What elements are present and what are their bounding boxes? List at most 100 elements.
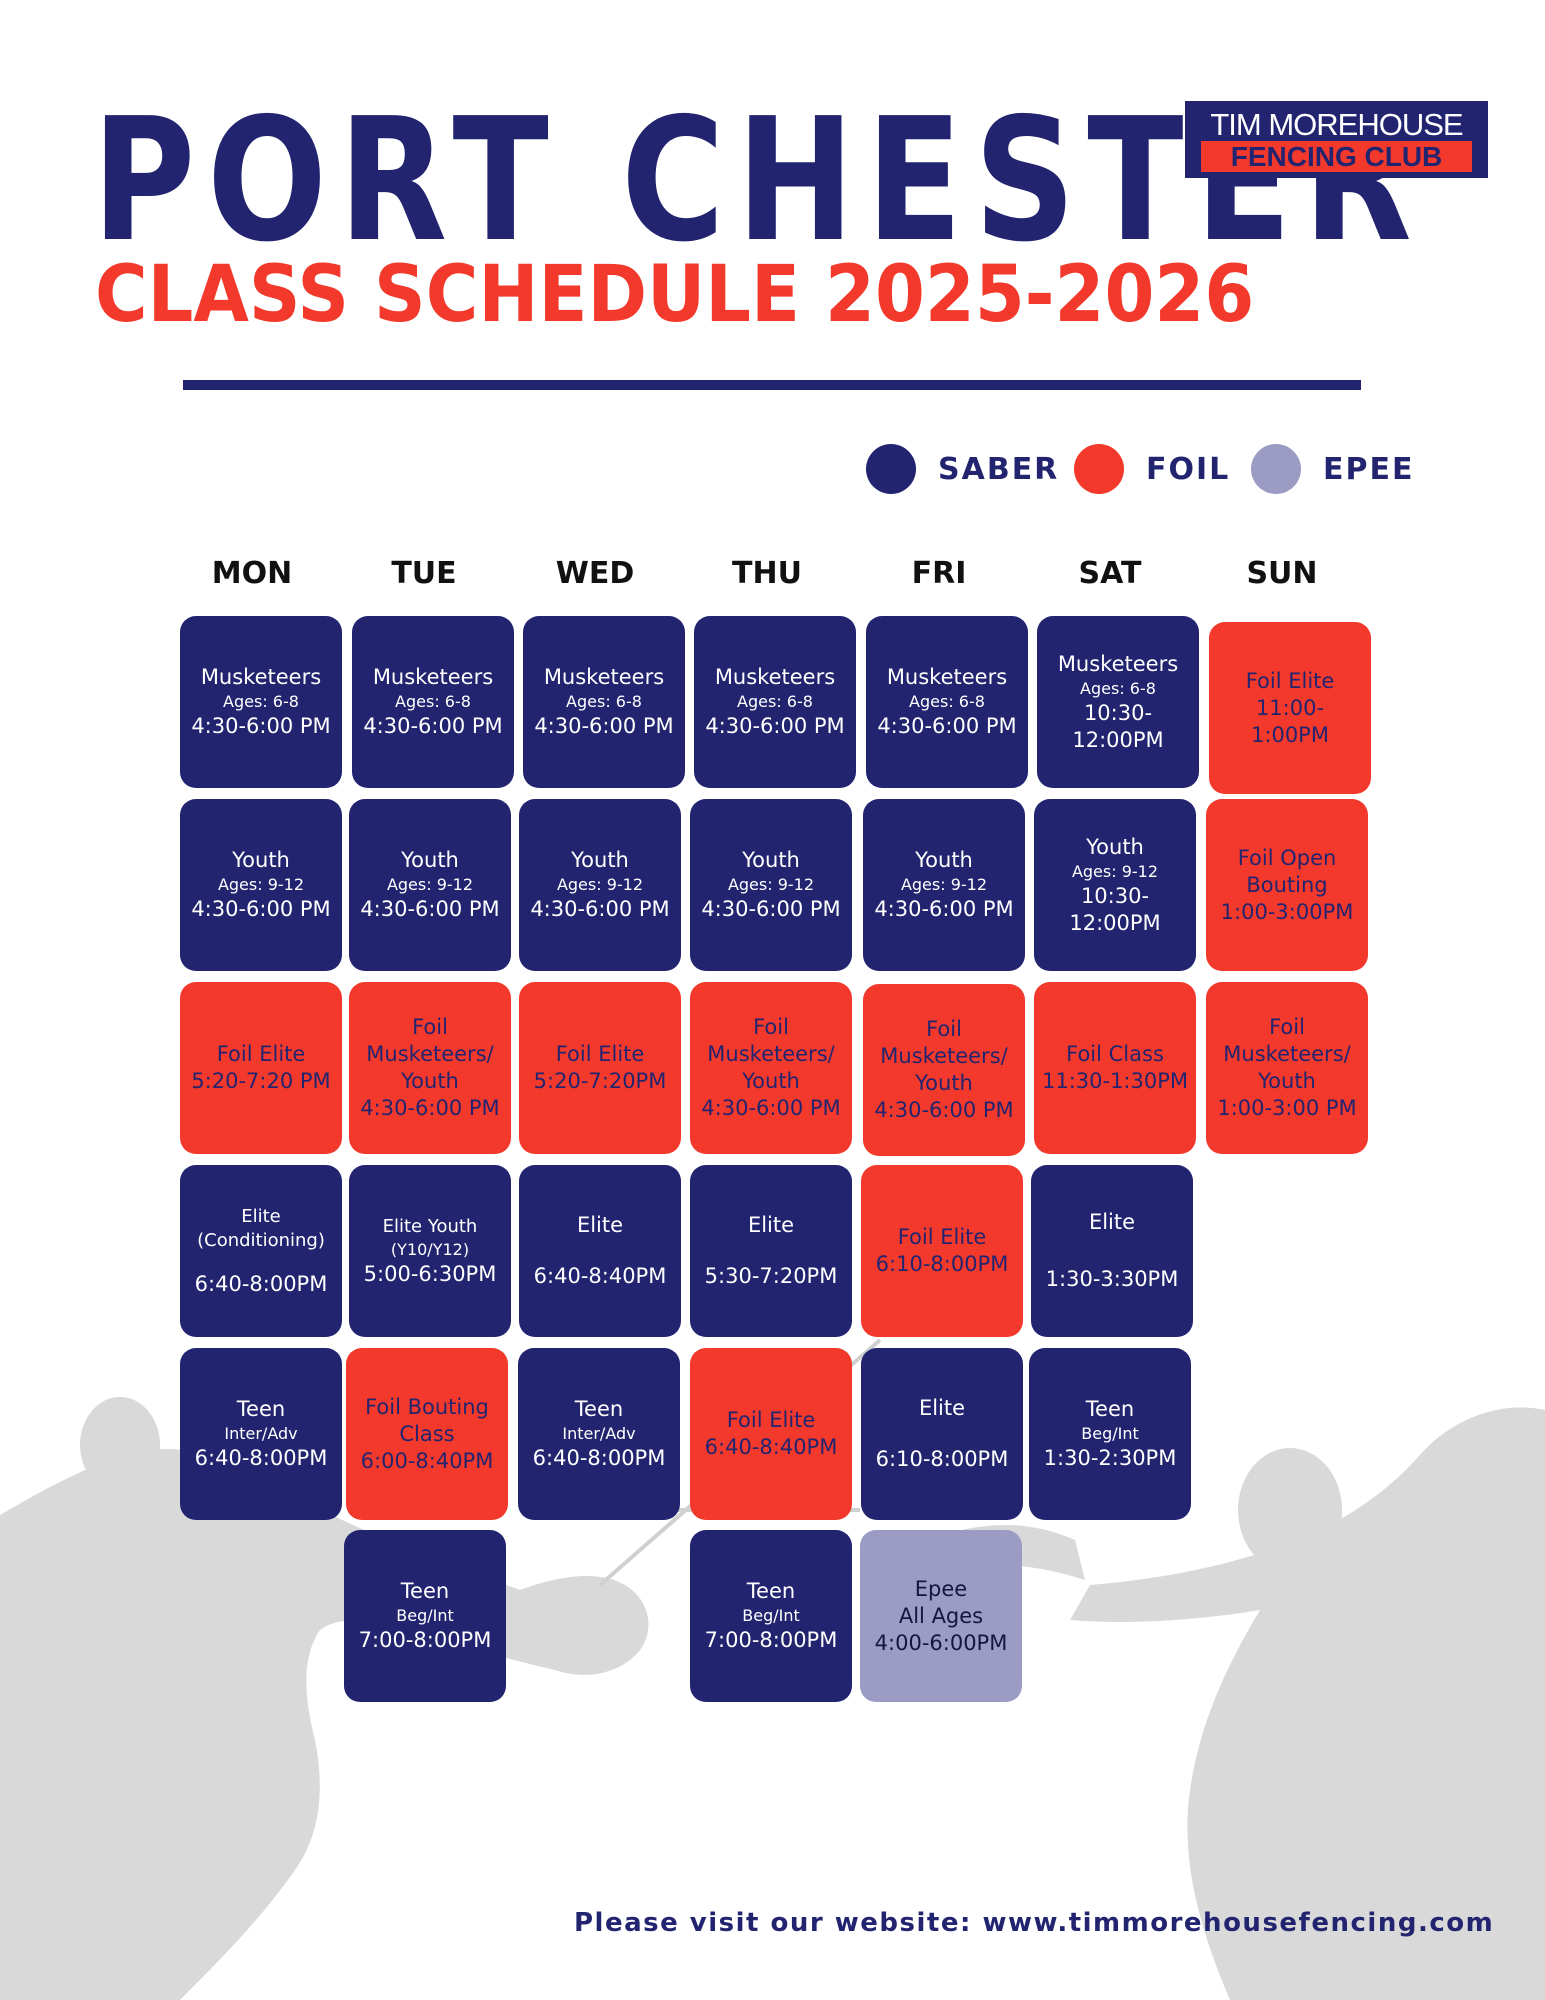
class-card-sat-3: Foil Class 11:30-1:30PM (1034, 982, 1196, 1154)
class-subtitle: Beg/Int (396, 1606, 454, 1625)
class-card-mon-2: Youth Ages: 9-12 4:30-6:00 PM (180, 799, 342, 971)
class-time: 6:40-8:00PM (194, 1271, 328, 1296)
class-time: 4:30-6:00 PM (363, 714, 503, 738)
class-title: Teen (236, 1397, 286, 1421)
class-card-thu-1: Musketeers Ages: 6-8 4:30-6:00 PM (694, 616, 856, 788)
class-time-line-2: 12:00PM (1072, 727, 1164, 752)
class-title: Youth (915, 848, 973, 872)
class-subtitle: Ages: 6-8 (223, 692, 299, 711)
class-time: 5:00-6:30PM (363, 1261, 497, 1286)
saber-swatch (866, 444, 916, 494)
class-card-mon-1: Musketeers Ages: 6-8 4:30-6:00 PM (180, 616, 342, 788)
class-title: Musketeers (372, 665, 494, 689)
class-card-mon-4: Elite (Conditioning) 6:40-8:00PM (180, 1165, 342, 1337)
class-title: Foil (412, 1015, 448, 1039)
class-time: 6:40-8:00PM (532, 1446, 666, 1470)
class-card-fri-4: Foil Elite 6:10-8:00PM (861, 1165, 1023, 1337)
website-footer: Please visit our website: www.timmorehou… (574, 1908, 1495, 1938)
class-card-thu-3: Foil Musketeers/ Youth 4:30-6:00 PM (690, 982, 852, 1154)
club-logo: TIM MOREHOUSE FENCING CLUB (1185, 101, 1488, 178)
class-title: Foil Elite (555, 1042, 645, 1066)
day-header-mon: MON (211, 556, 293, 591)
class-title-line-3: Youth (401, 1069, 459, 1093)
class-title: Elite (1088, 1210, 1136, 1234)
day-header-fri: FRI (911, 556, 967, 591)
class-card-thu-5: Foil Elite 6:40-8:40PM (690, 1348, 852, 1520)
class-title: Foil Elite (216, 1042, 306, 1066)
class-title: Youth (232, 848, 290, 872)
class-subtitle: Inter/Adv (224, 1424, 298, 1443)
class-time: 4:30-6:00 PM (701, 1096, 841, 1120)
class-title-line-2: Class (399, 1421, 455, 1446)
class-time-line-2: 1:00PM (1251, 722, 1329, 747)
class-title: Youth (742, 848, 800, 872)
class-time: 5:20-7:20PM (533, 1069, 667, 1093)
class-title: Teen (746, 1579, 796, 1603)
class-card-mon-3: Foil Elite 5:20-7:20 PM (180, 982, 342, 1154)
foil-swatch (1074, 444, 1124, 494)
class-title: Teen (574, 1397, 624, 1421)
class-card-sat-1: Musketeers Ages: 6-8 10:30- 12:00PM (1037, 616, 1199, 788)
class-card-tue-2: Youth Ages: 9-12 4:30-6:00 PM (349, 799, 511, 971)
class-title-line-3: Youth (915, 1071, 973, 1095)
class-title: Elite Youth (382, 1215, 478, 1237)
class-card-sat-5: Teen Beg/Int 1:30-2:30PM (1029, 1348, 1191, 1520)
class-title-line-3: Youth (1258, 1069, 1316, 1093)
class-time: 6:00-8:40PM (360, 1448, 494, 1473)
class-card-tue-5: Foil Bouting Class 6:00-8:40PM (346, 1348, 508, 1520)
class-title: Elite (747, 1213, 795, 1237)
class-time: 1:30-2:30PM (1043, 1446, 1177, 1470)
day-header-sun: SUN (1246, 556, 1318, 591)
class-card-tue-3: Foil Musketeers/ Youth 4:30-6:00 PM (349, 982, 511, 1154)
class-card-fri-6: Epee All Ages 4:00-6:00PM (860, 1530, 1022, 1702)
class-subtitle: Inter/Adv (562, 1424, 636, 1443)
class-title: Foil Open (1237, 845, 1337, 870)
class-time: 4:30-6:00 PM (191, 714, 331, 738)
class-title: Youth (571, 848, 629, 872)
class-title-line-2: All Ages (898, 1603, 984, 1628)
class-title: Foil Elite (1245, 668, 1335, 693)
day-header-tue: TUE (391, 556, 457, 591)
class-card-wed-2: Youth Ages: 9-12 4:30-6:00 PM (519, 799, 681, 971)
class-time: 4:30-6:00 PM (360, 1096, 500, 1120)
class-time: 4:30-6:00 PM (874, 897, 1014, 921)
legend-label: EPEE (1323, 451, 1415, 487)
class-time: 5:30-7:20PM (704, 1264, 838, 1288)
class-card-thu-4: Elite 5:30-7:20PM (690, 1165, 852, 1337)
class-time: 1:00-3:00 PM (1217, 1096, 1357, 1120)
class-card-fri-3: Foil Musketeers/ Youth 4:30-6:00 PM (863, 984, 1025, 1156)
class-card-wed-5: Teen Inter/Adv 6:40-8:00PM (518, 1348, 680, 1520)
class-title: Foil Bouting (365, 1394, 489, 1419)
class-subtitle: Ages: 6-8 (737, 692, 813, 711)
class-subtitle: Ages: 9-12 (217, 875, 305, 894)
class-title-line-3: Youth (742, 1069, 800, 1093)
class-subtitle: Ages: 6-8 (1080, 678, 1156, 698)
class-card-tue-4: Elite Youth (Y10/Y12) 5:00-6:30PM (349, 1165, 511, 1337)
class-title: Youth (1086, 834, 1144, 859)
day-header-thu: THU (732, 556, 802, 591)
class-title: Foil (926, 1017, 962, 1041)
class-time: 11:00- (1255, 695, 1325, 720)
class-title: Elite (576, 1213, 624, 1237)
class-card-wed-1: Musketeers Ages: 6-8 4:30-6:00 PM (523, 616, 685, 788)
legend-epee: EPEE (1251, 444, 1414, 494)
class-title: Foil (753, 1015, 789, 1039)
class-title: Teen (1085, 1397, 1135, 1421)
class-card-thu-2: Youth Ages: 9-12 4:30-6:00 PM (690, 799, 852, 971)
class-time: 4:30-6:00 PM (877, 714, 1017, 738)
class-card-wed-3: Foil Elite 5:20-7:20PM (519, 982, 681, 1154)
class-title: Foil (1269, 1015, 1305, 1039)
class-title: Musketeers (543, 665, 665, 689)
title-divider (183, 380, 1361, 390)
class-subtitle: Ages: 9-12 (1071, 861, 1159, 881)
class-time: 11:30-1:30PM (1041, 1069, 1189, 1093)
class-card-wed-4: Elite 6:40-8:40PM (519, 1165, 681, 1337)
class-card-thu-6: Teen Beg/Int 7:00-8:00PM (690, 1530, 852, 1702)
class-title: Foil Elite (897, 1225, 987, 1249)
class-title: Musketeers (714, 665, 836, 689)
class-time: 6:40-8:00PM (194, 1446, 328, 1470)
class-time: 4:30-6:00 PM (705, 714, 845, 738)
class-time: 4:30-6:00 PM (191, 897, 331, 921)
class-title: Epee (914, 1576, 968, 1601)
day-header-wed: WED (555, 556, 635, 591)
